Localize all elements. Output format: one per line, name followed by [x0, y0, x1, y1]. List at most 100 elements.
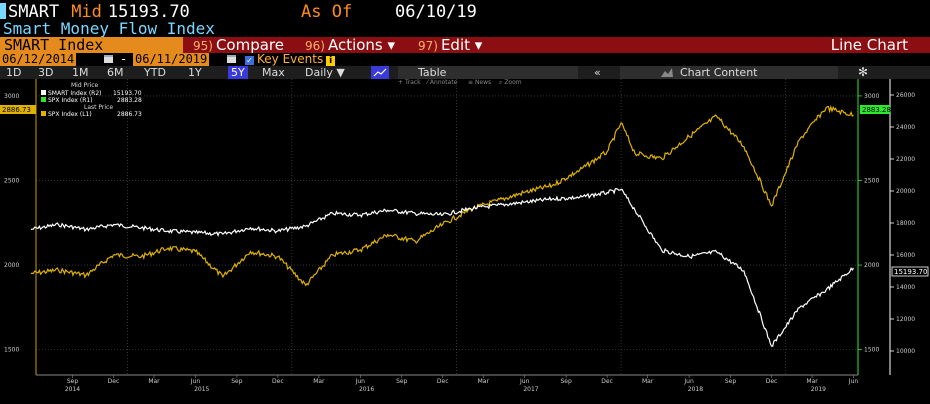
- r1-tick-label: 1500: [864, 347, 879, 354]
- range-toolbar: 1D 3D 1M 6M YTD 1Y 5Y Max Daily ▼ Table …: [0, 66, 930, 79]
- edit-number: 97): [418, 39, 438, 53]
- x-month-label: Jun: [519, 378, 530, 385]
- mountain-glyph: [661, 68, 673, 77]
- r2-tick-label: 22000: [896, 156, 915, 163]
- mountain-chart-icon: [660, 66, 674, 81]
- start-date-field[interactable]: 06/12/2014: [0, 52, 77, 66]
- table-tab[interactable]: [398, 66, 578, 79]
- range-1d[interactable]: 1D: [6, 66, 22, 79]
- key-events-label: Key Events: [257, 52, 324, 66]
- security-field[interactable]: SMART Index: [0, 37, 183, 53]
- date-separator: -: [120, 52, 128, 66]
- legend-spx-r1-value: 2883.28: [117, 97, 142, 104]
- start-calendar-icon[interactable]: [104, 55, 113, 63]
- info-icon[interactable]: i: [326, 56, 336, 66]
- actions-menu[interactable]: 96) Actions ▾: [305, 37, 395, 54]
- input-cursor: [0, 3, 6, 19]
- range-ytd[interactable]: YTD: [144, 66, 166, 79]
- compare-label: Compare: [215, 36, 284, 54]
- x-month-label: Mar: [313, 378, 325, 385]
- news-tool[interactable]: ≡ News: [468, 79, 491, 86]
- x-month-label: Sep: [231, 378, 243, 385]
- legend-spx-l1-label: SPX Index (L1): [48, 111, 92, 118]
- end-calendar-icon[interactable]: [227, 55, 236, 63]
- legend-spx-l1-swatch: [41, 111, 46, 116]
- legend-smart-label: SMART Index (R2): [48, 90, 102, 97]
- chart-type-label[interactable]: Line Chart: [830, 36, 908, 54]
- line-chart-icon[interactable]: [371, 66, 389, 79]
- zoom-tool[interactable]: ⌕ Zoom: [499, 79, 522, 86]
- chart-content-label: Chart Content: [680, 66, 758, 79]
- legend-last-price-title: Last Price: [84, 104, 113, 111]
- range-1m[interactable]: 1M: [72, 66, 89, 79]
- legend-spx-r1-label: SPX Index (R1): [48, 97, 93, 104]
- chart-area[interactable]: 1500 2000 2500 3000 1500 2000 2500 3000 10000 1…: [0, 79, 930, 400]
- x-month-label: Mar: [478, 378, 490, 385]
- r1-last-value-tag: [860, 105, 890, 114]
- legend-spx-r1-swatch: [41, 97, 46, 102]
- asof-date: 06/10/19: [395, 2, 477, 22]
- x-month-label: Dec: [601, 378, 613, 385]
- range-3d[interactable]: 3D: [38, 66, 54, 79]
- left-tick-label: 3000: [4, 93, 19, 100]
- x-month-label: Dec: [272, 378, 284, 385]
- r1-last-value-text: 2883.28: [862, 106, 891, 114]
- r2-last-value-tag: [891, 266, 929, 277]
- chart-content-tab[interactable]: [620, 66, 838, 79]
- r2-tick-label: 14000: [896, 284, 915, 291]
- key-events-toggle[interactable]: ✓ Key Events i: [245, 52, 336, 66]
- left-tick-label: 2500: [4, 177, 19, 184]
- legend-smart-value: 15193.70: [113, 90, 142, 97]
- price-value: 15193.70: [107, 2, 190, 22]
- x-year-label: 2018: [688, 386, 703, 393]
- gear-icon[interactable]: ✻: [858, 65, 869, 79]
- asof-label: As Of: [301, 2, 353, 22]
- legend-mid-price-title: Mid Price: [71, 82, 99, 89]
- chart-background: [0, 79, 930, 400]
- x-month-label: Mar: [806, 378, 818, 385]
- table-label: Table: [418, 66, 447, 79]
- range-1y[interactable]: 1Y: [188, 66, 202, 79]
- smart-series-line: [30, 187, 855, 347]
- x-year-label: 2016: [359, 386, 374, 393]
- x-month-label: Sep: [67, 378, 79, 385]
- x-axis-ticks: Sep Dec Mar Jun Sep Dec Mar Jun Sep Dec Mar Jun Sep D…: [65, 375, 859, 393]
- date-range-bar: 06/12/2014 - 06/11/2019 ✓ Key Events i: [0, 53, 930, 66]
- security-header: SMART Mid 15193.70 As Of 06/10/19: [0, 2, 930, 22]
- compare-number: 95): [193, 39, 213, 53]
- x-month-label: Jun: [683, 378, 694, 385]
- checkbox-icon: ✓: [245, 56, 254, 65]
- right-axis-r1-ticks: 1500 2000 2500 3000: [858, 93, 879, 354]
- frequency-dropdown[interactable]: Daily ▼: [305, 66, 345, 79]
- price-label: Mid: [71, 2, 102, 22]
- x-month-label: Mar: [148, 378, 160, 385]
- x-month-label: Dec: [108, 378, 120, 385]
- ticker-symbol: SMART: [8, 2, 60, 22]
- end-date-field[interactable]: 06/11/2019: [133, 52, 210, 66]
- range-5y[interactable]: 5Y: [228, 66, 248, 79]
- track-tool[interactable]: + Track: [398, 79, 421, 86]
- collapse-icon[interactable]: «: [594, 66, 601, 79]
- compare-menu[interactable]: 95) Compare: [193, 37, 284, 54]
- range-max[interactable]: Max: [262, 66, 285, 79]
- edit-label: Edit ▾: [440, 36, 483, 54]
- x-month-label: Sep: [560, 378, 572, 385]
- r1-tick-label: 2000: [864, 262, 879, 269]
- r2-tick-label: 16000: [896, 252, 915, 259]
- left-tick-label: 2000: [4, 262, 19, 269]
- x-month-label: Jun: [190, 378, 201, 385]
- left-last-value-text: 2886.73: [2, 106, 31, 114]
- edit-menu[interactable]: 97) Edit ▾: [418, 37, 482, 54]
- annotate-tool[interactable]: ⁄ Annotate: [425, 79, 458, 86]
- left-tick-label: 1500: [4, 347, 19, 354]
- x-year-label: 2017: [523, 386, 538, 393]
- range-6m[interactable]: 6M: [107, 66, 124, 79]
- x-month-label: Jun: [848, 378, 859, 385]
- r2-tick-label: 10000: [896, 348, 915, 355]
- r2-tick-label: 20000: [896, 188, 915, 195]
- legend-smart-swatch: [41, 90, 46, 95]
- chart-tools: + Track ⁄ Annotate ≡ News ⌕ Zoom: [398, 79, 522, 86]
- index-name: Smart Money Flow Index: [3, 19, 215, 38]
- x-month-label: Dec: [766, 378, 778, 385]
